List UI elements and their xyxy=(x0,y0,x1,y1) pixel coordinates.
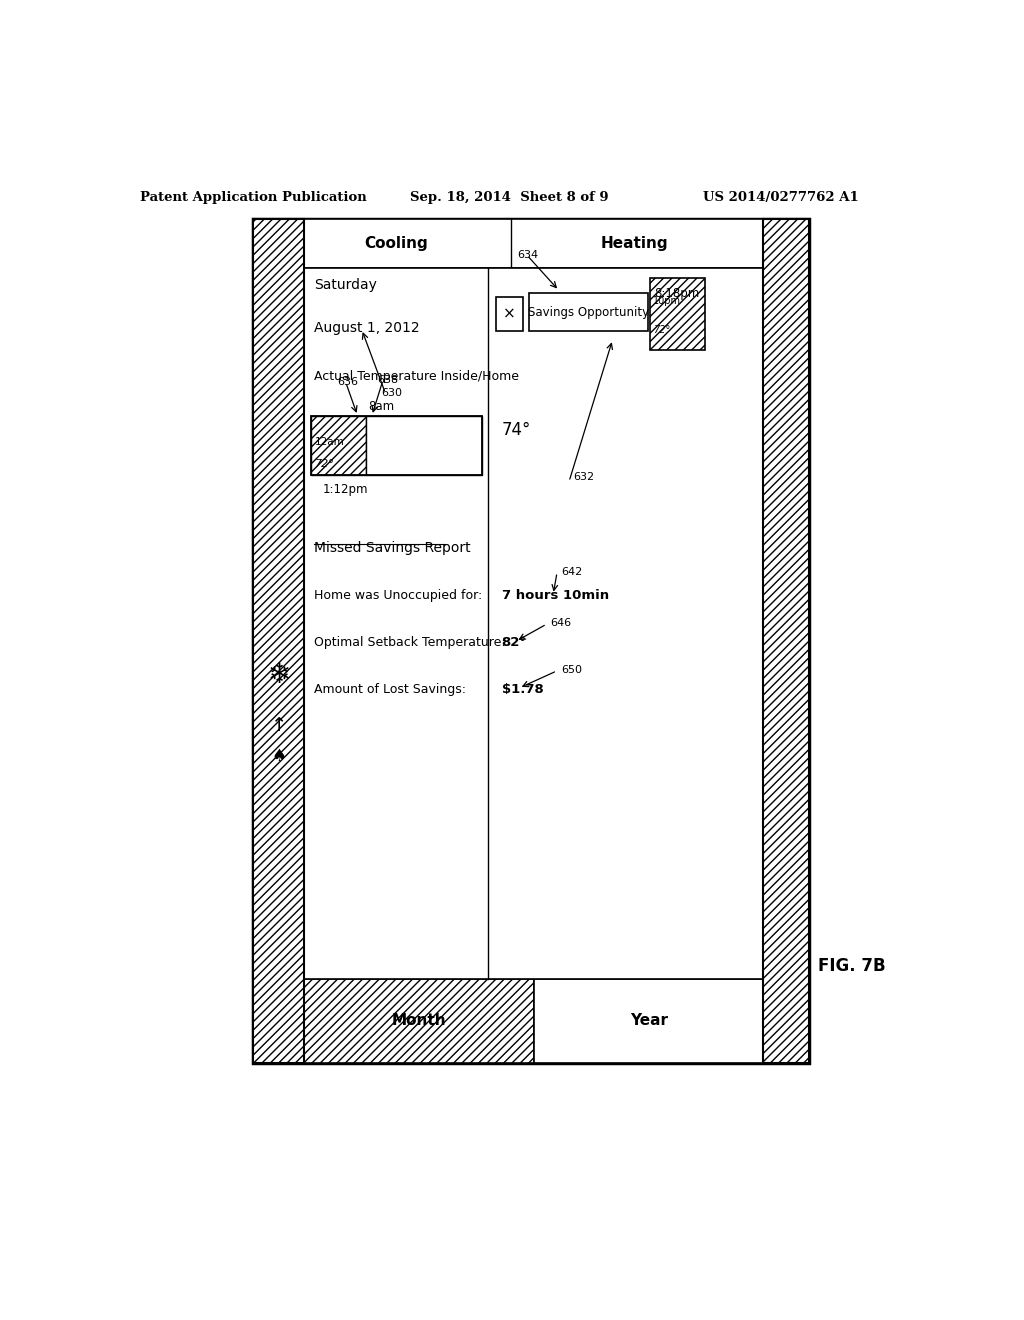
Text: 7 hours 10min: 7 hours 10min xyxy=(502,590,608,602)
Bar xyxy=(304,268,763,978)
Bar xyxy=(366,416,481,475)
Text: FIG. 7B: FIG. 7B xyxy=(818,957,886,975)
Bar xyxy=(650,279,706,350)
Text: 74°: 74° xyxy=(502,421,530,438)
Text: 1:12pm: 1:12pm xyxy=(323,483,369,496)
Text: Month: Month xyxy=(392,1014,446,1028)
Bar xyxy=(763,219,809,1063)
Text: ↑: ↑ xyxy=(270,717,287,735)
Bar xyxy=(496,297,523,331)
Text: 638: 638 xyxy=(378,375,398,385)
Text: ❄: ❄ xyxy=(267,661,291,689)
Text: Patent Application Publication: Patent Application Publication xyxy=(140,190,367,203)
Text: 634: 634 xyxy=(517,249,539,260)
Text: August 1, 2012: August 1, 2012 xyxy=(314,321,420,335)
Bar xyxy=(253,219,304,1063)
Bar xyxy=(311,416,366,475)
Text: 72°: 72° xyxy=(314,459,335,469)
Bar xyxy=(304,978,534,1063)
Text: 12am: 12am xyxy=(314,437,344,447)
Text: Year: Year xyxy=(630,1014,668,1028)
Text: ×: × xyxy=(503,306,516,322)
Text: Amount of Lost Savings:: Amount of Lost Savings: xyxy=(314,682,466,696)
Text: Missed Savings Report: Missed Savings Report xyxy=(314,541,471,554)
Text: Savings Opportunity: Savings Opportunity xyxy=(528,305,649,318)
Text: 630: 630 xyxy=(382,388,402,399)
Text: 8am: 8am xyxy=(368,400,394,413)
Text: $1.78: $1.78 xyxy=(502,682,544,696)
Text: 632: 632 xyxy=(573,471,594,482)
Text: US 2014/0277762 A1: US 2014/0277762 A1 xyxy=(703,190,859,203)
Text: Actual Temperature Inside/Home: Actual Temperature Inside/Home xyxy=(314,370,519,383)
Text: ♠: ♠ xyxy=(271,747,287,766)
Text: 72°: 72° xyxy=(653,325,671,335)
Text: 646: 646 xyxy=(551,618,571,628)
Text: 642: 642 xyxy=(561,568,583,577)
Text: Sep. 18, 2014  Sheet 8 of 9: Sep. 18, 2014 Sheet 8 of 9 xyxy=(410,190,608,203)
Text: Cooling: Cooling xyxy=(365,236,428,251)
Text: Saturday: Saturday xyxy=(314,279,377,293)
Text: Heating: Heating xyxy=(601,236,669,251)
Text: 10pm: 10pm xyxy=(653,296,681,306)
Bar xyxy=(253,219,809,1063)
Text: Home was Unoccupied for:: Home was Unoccupied for: xyxy=(314,590,482,602)
Bar xyxy=(534,978,763,1063)
Text: 650: 650 xyxy=(561,665,582,675)
Text: 8:18pm: 8:18pm xyxy=(654,286,700,300)
Text: Optimal Setback Temperature:: Optimal Setback Temperature: xyxy=(314,636,506,649)
Bar xyxy=(529,293,648,331)
Text: 636: 636 xyxy=(338,378,358,387)
Bar xyxy=(304,219,763,268)
Bar xyxy=(311,416,481,475)
Text: 82°: 82° xyxy=(502,636,526,649)
